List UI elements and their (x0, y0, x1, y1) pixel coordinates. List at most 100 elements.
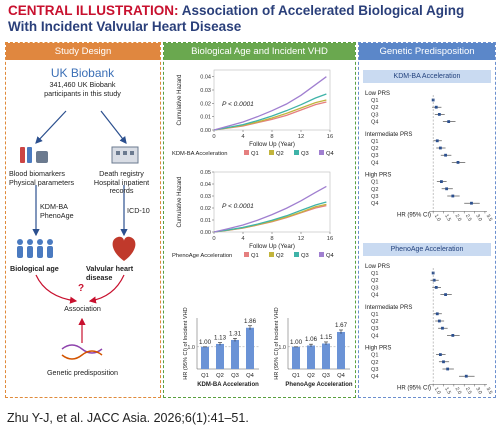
forest-group-label: Intermediate PRS (365, 132, 412, 138)
forest-row-label: Q4 (371, 160, 378, 166)
forest-row-label: Q3 (371, 326, 378, 332)
registry-label: Death registry Hospital inpatient record… (84, 169, 159, 196)
km-curve-q4 (213, 76, 327, 131)
forest-xtick-label: 3.0 (474, 386, 483, 395)
km-ytick-label: 0.02 (200, 101, 211, 107)
forest-xtick-label: 1.0 (433, 386, 442, 395)
forest-xlabel: HR (95% CI) (397, 385, 431, 391)
km-ylabel: Cumulative Hazard (177, 74, 183, 125)
forest-xtick-label: 1.5 (443, 386, 452, 395)
km-legend-swatch-q2 (269, 252, 274, 257)
forest-row-label: Q1 (371, 271, 378, 277)
bar-value-label: 1.06 (305, 336, 318, 343)
km-ytick-label: 0.04 (200, 182, 211, 188)
forest-row-label: Q4 (371, 120, 378, 126)
forest-xtick-label: 2.0 (454, 386, 463, 395)
km-xtick-label: 0 (212, 134, 215, 140)
forest-row-label: Q3 (371, 194, 378, 200)
forest-point (435, 139, 439, 143)
biobank-count: 341,460 UK Biobank (49, 80, 116, 89)
forest-point (446, 367, 450, 371)
forest-point (470, 201, 473, 205)
forest-subtitle-phenoage: PhenoAge Acceleration (363, 243, 491, 256)
forest-group-label: Intermediate PRS (365, 305, 412, 311)
forest-point (445, 187, 449, 191)
forest-row-label: Q1 (371, 139, 378, 145)
km-legend-label: Q4 (326, 151, 335, 157)
forest-row-label: Q2 (371, 187, 378, 193)
forest-row-label: Q4 (371, 374, 378, 380)
km-xtick-label: 12 (298, 134, 304, 140)
km-xtick-label: 4 (241, 134, 245, 140)
bar-category-label: Q2 (307, 373, 315, 379)
km-legend-swatch-q2 (269, 150, 274, 155)
km-p-value: P < 0.0001 (222, 203, 254, 210)
km-legend-swatch-q4 (319, 252, 324, 257)
km-ytick-label: 0.00 (200, 128, 211, 134)
heart-icon (112, 236, 136, 261)
forest-row-label: Q2 (371, 146, 378, 152)
association-label: Association (64, 304, 101, 313)
illustration-title: CENTRAL ILLUSTRATION: Association of Acc… (8, 3, 494, 35)
forest-xtick-label: 3.5 (485, 213, 494, 222)
people-icon (17, 239, 53, 258)
km-legend-label: Q4 (326, 253, 335, 259)
forest-row-label: Q1 (371, 353, 378, 359)
forest-point (435, 312, 439, 316)
km-p-value: P < 0.0001 (222, 101, 254, 108)
forest-point (438, 353, 442, 356)
km-xtick-label: 8 (270, 134, 273, 140)
bar-value-label: 1.86 (244, 318, 257, 325)
bar-value-label: 1.67 (335, 322, 348, 329)
bar-q3 (231, 339, 239, 369)
km-ytick-label: 0.04 (200, 75, 211, 81)
forest-row-label: Q4 (371, 201, 378, 207)
forest-row-label: Q3 (371, 285, 378, 291)
forest-xtick-label: 3.0 (474, 213, 483, 222)
study-design-panel: Study Design UK Biobank 341,460 UK Bioba… (5, 42, 161, 398)
forest-point (434, 105, 438, 109)
km-legend-swatch-q3 (294, 252, 299, 257)
forest-point (438, 146, 442, 150)
forest-point (447, 120, 451, 123)
genetic-panel: Genetic Predisposition KDM-BA Accelerati… (358, 42, 496, 398)
bar-ytick-label: 1.0 (278, 345, 286, 351)
bar-q2 (216, 343, 224, 369)
genetic-header: Genetic Predisposition (359, 43, 495, 60)
arrow-to-registry (100, 110, 127, 144)
bar-category-label: Q3 (231, 373, 239, 379)
forest-xtick-label: 2.5 (464, 213, 473, 222)
bar-category-label: Q1 (201, 373, 209, 379)
km-legend-title: KDM-BA Acceleration (172, 151, 227, 157)
forest-row-label: Q3 (371, 367, 378, 373)
km-xlabel: Follow Up (Year) (249, 243, 295, 250)
forest-group-label: High PRS (365, 173, 391, 179)
forest-point (464, 374, 468, 378)
forest-group-label: Low PRS (365, 91, 390, 97)
km-legend-label: Q3 (301, 253, 309, 259)
km-legend-label: Q1 (251, 253, 259, 259)
aging-methods: KDM-BA PhenoAge (40, 202, 74, 220)
bar-ylabel: HR (95% CI) of Incident VHD (274, 307, 280, 379)
registry-line-2: Hospital inpatient records (93, 177, 150, 195)
km-curve-q3 (213, 93, 327, 131)
forest-point (442, 360, 445, 364)
forest-point (444, 293, 447, 296)
km-xtick-label: 8 (270, 236, 273, 242)
km-legend-label: Q1 (251, 151, 259, 157)
forest-row-label: Q2 (371, 360, 378, 366)
forest-xtick-label: 2.5 (464, 386, 473, 395)
km-ylabel: Cumulative Hazard (177, 176, 183, 227)
biobank-participants: participants in this study (44, 88, 121, 98)
forest-group-label: High PRS (365, 346, 391, 352)
forest-point (441, 326, 444, 330)
forest-row-label: Q1 (371, 180, 378, 186)
biological-age-panel: Biological Age and Incident VHD 0.00 0.01… (163, 42, 356, 398)
km-xtick-label: 12 (298, 236, 304, 242)
km-xlabel: Follow Up (Year) (249, 141, 295, 148)
km-ytick-label: 0.00 (200, 230, 211, 236)
bar-ylabel: HR (95% CI) of Incident VHD (183, 307, 189, 379)
bar-value-label: 1.00 (290, 339, 303, 346)
km-xtick-label: 16 (327, 134, 333, 140)
